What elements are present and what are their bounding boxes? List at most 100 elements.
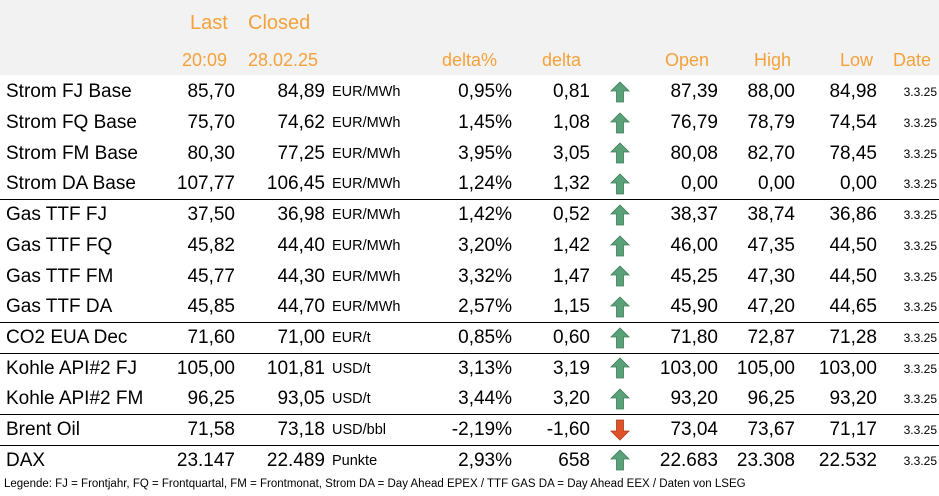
header-date: Date <box>893 50 932 70</box>
cell-open: 45,90 <box>670 296 718 318</box>
table-row: Strom FQ Base 75,70 74,62 EUR/MWh 1,45% 1,08 7… <box>0 108 939 139</box>
cell-open: 45,25 <box>670 265 718 287</box>
cell-last: 45,82 <box>187 234 235 256</box>
cell-closed: 73,18 <box>277 419 325 441</box>
header-closed-date: 28.02.25 <box>248 50 319 70</box>
header-last: Last <box>190 12 228 34</box>
cell-delta-pct: 2,93% <box>458 449 512 471</box>
cell-date: 3.3.25 <box>903 392 937 407</box>
cell-high: 78,79 <box>747 112 795 134</box>
cell-low: 71,28 <box>829 326 877 348</box>
cell-name: Gas TTF FM <box>6 265 114 287</box>
cell-open: 93,20 <box>670 388 718 410</box>
cell-name: Strom FQ Base <box>6 112 137 134</box>
cell-unit: EUR/MWh <box>332 237 401 254</box>
cell-delta: 1,47 <box>553 265 590 287</box>
header-delta: delta <box>542 50 582 70</box>
cell-open: 0,00 <box>681 173 718 195</box>
cell-last: 45,85 <box>187 296 235 318</box>
cell-high: 38,74 <box>747 204 795 226</box>
cell-delta-pct: 0,85% <box>458 326 512 348</box>
cell-delta: 658 <box>558 449 590 471</box>
cell-closed: 44,70 <box>277 296 325 318</box>
table-row: Gas TTF DA 45,85 44,70 EUR/MWh 2,57% 1,15 45,9… <box>0 292 939 323</box>
cell-unit: EUR/MWh <box>332 145 401 162</box>
cell-date: 3.3.25 <box>903 146 937 161</box>
cell-name: CO2 EUA Dec <box>6 326 128 348</box>
cell-low: 22.532 <box>818 449 877 471</box>
cell-unit: EUR/MWh <box>332 268 401 285</box>
cell-low: 103,00 <box>818 357 877 379</box>
cell-unit: USD/t <box>332 391 371 408</box>
table-row: Strom DA Base 107,77 106,45 EUR/MWh 1,24% 1,3… <box>0 169 939 200</box>
arrow-up-icon <box>610 142 630 164</box>
arrow-up-icon <box>610 112 630 134</box>
cell-name: Strom FM Base <box>6 142 138 164</box>
cell-open: 103,00 <box>659 357 718 379</box>
group-divider <box>0 322 939 324</box>
cell-open: 22.683 <box>659 449 718 471</box>
cell-delta: 1,08 <box>553 112 590 134</box>
header-open: Open <box>665 50 710 70</box>
table-row: Brent Oil 71,58 73,18 USD/bbl -2,19% -1,60 73,… <box>0 415 939 446</box>
cell-date: 3.3.25 <box>903 85 937 100</box>
legend-text: Legende: FJ = Frontjahr, FQ = Frontquart… <box>4 478 746 490</box>
cell-closed: 22.489 <box>266 449 325 471</box>
cell-date: 3.3.25 <box>903 208 937 223</box>
cell-delta-pct: -2,19% <box>451 419 512 441</box>
cell-unit: USD/t <box>332 360 371 377</box>
cell-closed: 77,25 <box>277 142 325 164</box>
table-row: Strom FM Base 80,30 77,25 EUR/MWh 3,95% 3,05 8… <box>0 138 939 169</box>
cell-delta: -1,60 <box>546 419 590 441</box>
cell-open: 46,00 <box>670 234 718 256</box>
cell-high: 88,00 <box>747 81 795 103</box>
cell-delta: 1,15 <box>553 296 590 318</box>
arrow-up-icon <box>610 449 630 471</box>
cell-delta-pct: 3,44% <box>458 388 512 410</box>
cell-closed: 106,45 <box>266 173 325 195</box>
table-row: CO2 EUA Dec 71,60 71,00 EUR/t 0,85% 0,60 71,80… <box>0 323 939 354</box>
cell-last: 71,58 <box>187 419 235 441</box>
arrow-up-icon <box>610 357 630 379</box>
cell-delta-pct: 1,24% <box>458 173 512 195</box>
cell-last: 96,25 <box>187 388 235 410</box>
table-row: Kohle API#2 FJ 105,00 101,81 USD/t 3,13% 3,19… <box>0 353 939 384</box>
cell-unit: EUR/MWh <box>332 176 401 193</box>
cell-closed: 36,98 <box>277 204 325 226</box>
cell-delta: 3,20 <box>553 388 590 410</box>
header-low: Low <box>840 50 874 70</box>
cell-delta: 1,42 <box>553 234 590 256</box>
cell-delta: 1,32 <box>553 173 590 195</box>
cell-delta: 0,60 <box>553 326 590 348</box>
cell-closed: 44,30 <box>277 265 325 287</box>
cell-high: 72,87 <box>747 326 795 348</box>
cell-unit: EUR/MWh <box>332 84 401 101</box>
table-row: Gas TTF FM 45,77 44,30 EUR/MWh 3,32% 1,47 45,2… <box>0 261 939 292</box>
cell-unit: EUR/t <box>332 329 371 346</box>
cell-delta: 3,05 <box>553 142 590 164</box>
cell-open: 87,39 <box>670 81 718 103</box>
arrow-up-icon <box>610 81 630 103</box>
cell-low: 44,50 <box>829 265 877 287</box>
cell-low: 44,65 <box>829 296 877 318</box>
cell-delta: 0,81 <box>553 81 590 103</box>
arrow-down-icon <box>610 419 630 441</box>
cell-high: 105,00 <box>736 357 795 379</box>
cell-unit: EUR/MWh <box>332 115 401 132</box>
cell-high: 96,25 <box>747 388 795 410</box>
header-high: High <box>754 50 792 70</box>
cell-date: 3.3.25 <box>903 330 937 345</box>
cell-unit: USD/bbl <box>332 422 386 439</box>
cell-low: 44,50 <box>829 234 877 256</box>
cell-last: 107,77 <box>176 173 235 195</box>
arrow-up-icon <box>610 388 630 410</box>
cell-low: 84,98 <box>829 81 877 103</box>
cell-high: 0,00 <box>758 173 795 195</box>
cell-unit: Punkte <box>332 452 378 469</box>
cell-open: 76,79 <box>670 112 718 134</box>
cell-low: 78,45 <box>829 142 877 164</box>
cell-name: Gas TTF FQ <box>6 234 113 256</box>
cell-closed: 101,81 <box>266 357 325 379</box>
group-divider <box>0 414 939 416</box>
cell-delta-pct: 3,13% <box>458 357 512 379</box>
